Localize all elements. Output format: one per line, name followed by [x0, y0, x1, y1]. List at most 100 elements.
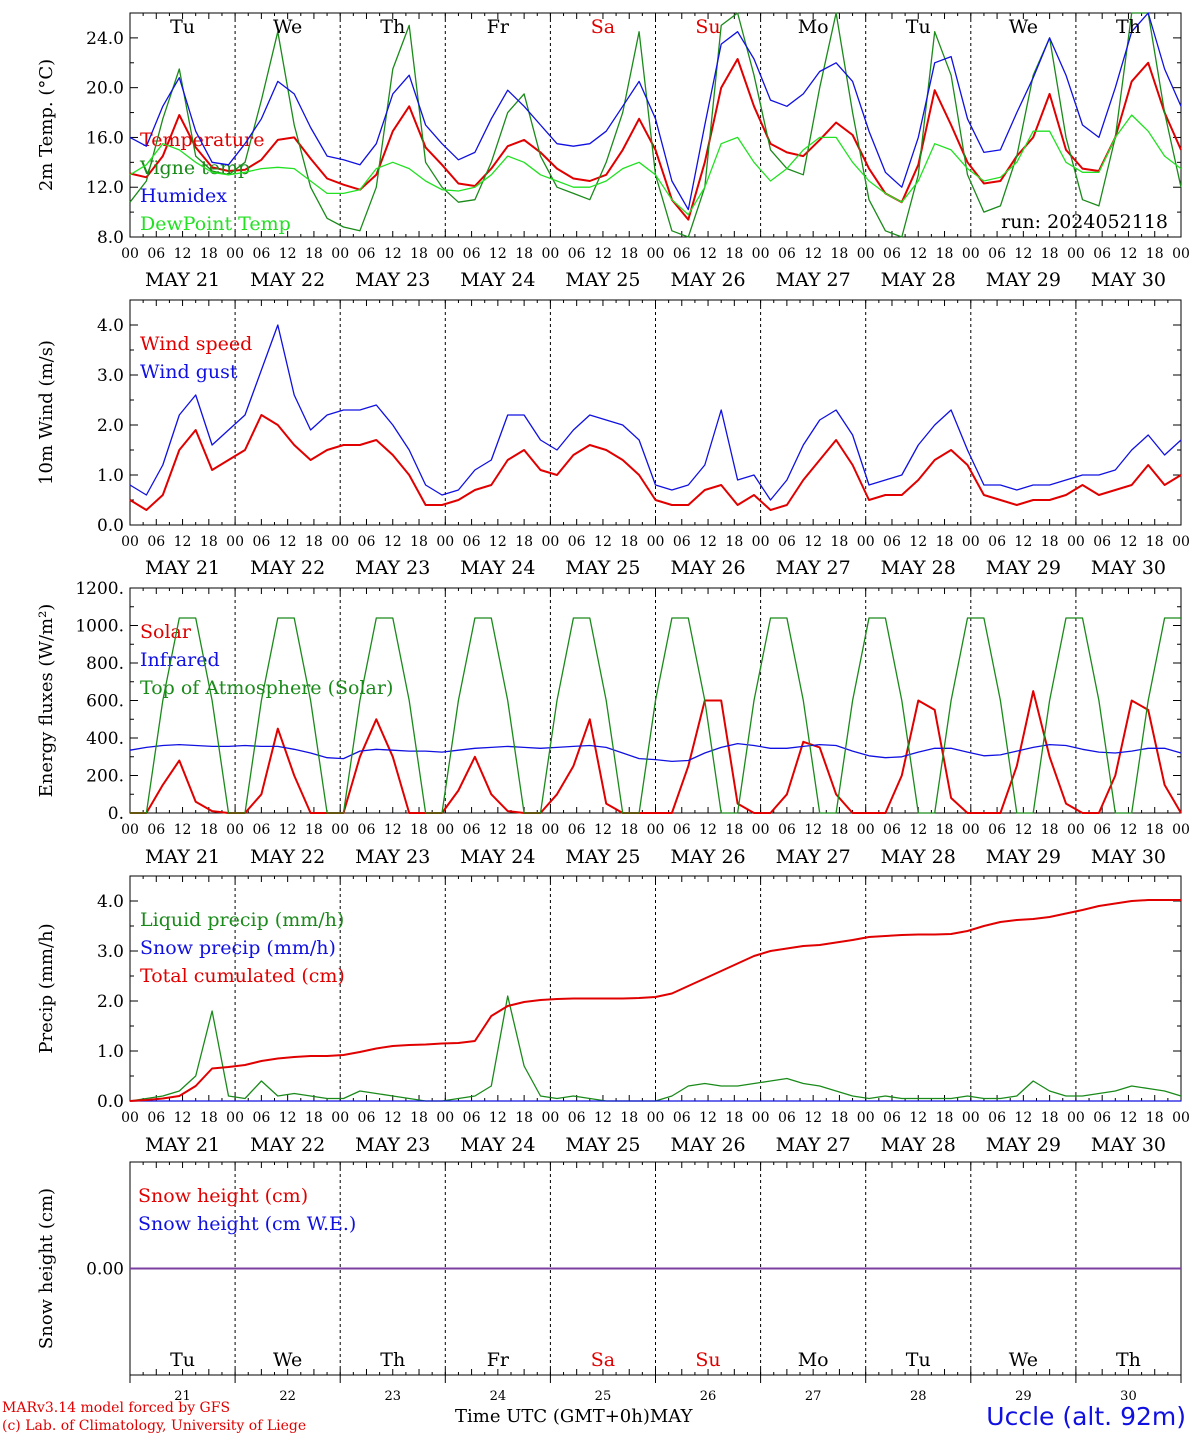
hour-label: 00 — [962, 822, 980, 838]
hour-label: 18 — [410, 534, 428, 550]
hour-label: 18 — [936, 534, 954, 550]
hour-label: 12 — [489, 822, 507, 838]
series-solar — [130, 690, 1182, 814]
hour-label: 00 — [436, 822, 454, 838]
y-axis-label: 2m Temp. (°C) — [36, 59, 57, 191]
hour-label: 12 — [699, 1110, 717, 1126]
hour-label: 00 — [226, 822, 244, 838]
weekday-label-top: Sa — [591, 16, 615, 38]
hour-label: 00 — [962, 1110, 980, 1126]
hour-label: 00 — [331, 246, 349, 262]
hour-label: 12 — [594, 822, 612, 838]
hour-label: 00 — [436, 1110, 454, 1126]
hour-label: 12 — [909, 534, 927, 550]
weekday-label-top: Tu — [906, 16, 931, 38]
hour-label: 18 — [1146, 246, 1164, 262]
date-label: MAY 24 — [460, 557, 535, 579]
weekday-label-bottom: Fr — [487, 1349, 510, 1371]
hour-label: 00 — [121, 1110, 139, 1126]
hour-label: 00 — [541, 1110, 559, 1126]
y-axis-label: Energy fluxes (W/m²) — [36, 604, 57, 798]
y-tick-label: 1000. — [75, 617, 124, 637]
hour-label: 18 — [305, 534, 323, 550]
hour-label: 00 — [1172, 246, 1190, 262]
legend-humidex: Humidex — [140, 185, 227, 207]
hour-label: 00 — [226, 534, 244, 550]
date-label: MAY 30 — [1091, 557, 1166, 579]
hour-label: 00 — [857, 1110, 875, 1126]
day-number-label: 22 — [279, 1389, 296, 1404]
series-top-of-atmosphere-solar- — [130, 617, 1181, 814]
hour-label: 12 — [384, 1110, 402, 1126]
date-label: MAY 25 — [565, 1134, 640, 1156]
hour-label: 06 — [778, 822, 796, 838]
hour-label: 12 — [279, 1110, 297, 1126]
hour-label: 06 — [778, 534, 796, 550]
hour-label: 18 — [200, 534, 218, 550]
y-tick-label: 2.0 — [97, 992, 124, 1012]
hour-label: 00 — [436, 246, 454, 262]
date-label: MAY 22 — [250, 557, 325, 579]
hour-label: 06 — [673, 534, 691, 550]
hour-label: 06 — [673, 1110, 691, 1126]
y-tick-label: 400. — [86, 729, 124, 749]
hour-label: 00 — [962, 246, 980, 262]
hour-label: 06 — [673, 822, 691, 838]
day-number-label: 23 — [384, 1389, 401, 1404]
hour-label: 18 — [620, 822, 638, 838]
weekday-label-top: Th — [380, 16, 405, 38]
run-label: run: 2024052118 — [1001, 211, 1168, 233]
date-label: MAY 29 — [986, 846, 1061, 868]
date-label: MAY 27 — [776, 846, 851, 868]
hour-label: 18 — [305, 246, 323, 262]
hour-label: 00 — [226, 246, 244, 262]
hour-label: 18 — [1146, 822, 1164, 838]
date-label: MAY 28 — [881, 269, 956, 291]
hour-label: 06 — [463, 534, 481, 550]
hour-label: 06 — [463, 1110, 481, 1126]
series-liquid-precip-mm-h- — [129, 995, 1182, 1102]
hour-label: 18 — [1146, 534, 1164, 550]
hour-label: 12 — [489, 246, 507, 262]
y-tick-label: 0. — [108, 804, 124, 824]
model-credit: MARv3.14 model forced by GFS (c) Lab. of… — [2, 1399, 306, 1435]
hour-label: 00 — [857, 822, 875, 838]
series-total-cumulated-cm- — [129, 899, 1181, 1102]
day-number-label: 30 — [1120, 1389, 1137, 1404]
hour-label: 00 — [541, 534, 559, 550]
model-line-2: (c) Lab. of Climatology, University of L… — [2, 1418, 307, 1434]
hour-label: 00 — [121, 822, 139, 838]
y-tick-label: 200. — [86, 767, 124, 787]
hour-label: 00 — [752, 822, 770, 838]
hour-label: 06 — [1093, 534, 1111, 550]
hour-label: 06 — [147, 822, 165, 838]
hour-label: 12 — [699, 246, 717, 262]
date-label: MAY 28 — [881, 557, 956, 579]
hour-label: 18 — [200, 822, 218, 838]
hour-label: 06 — [358, 1110, 376, 1126]
hour-label: 12 — [1014, 822, 1032, 838]
hour-label: 12 — [594, 1110, 612, 1126]
date-label: MAY 30 — [1091, 846, 1166, 868]
series-wind-gust — [129, 324, 1182, 501]
hour-label: 00 — [121, 534, 139, 550]
hour-label: 12 — [174, 1110, 192, 1126]
hour-label: 12 — [909, 822, 927, 838]
day-number-label: 24 — [490, 1389, 507, 1404]
day-number-label: 26 — [700, 1389, 717, 1404]
hour-label: 06 — [1093, 246, 1111, 262]
hour-label: 06 — [778, 1110, 796, 1126]
hour-label: 00 — [331, 822, 349, 838]
hour-label: 06 — [883, 1110, 901, 1126]
hour-label: 00 — [1172, 822, 1190, 838]
hour-label: 06 — [252, 822, 270, 838]
date-label: MAY 28 — [881, 846, 956, 868]
day-number-label: 28 — [910, 1389, 927, 1404]
hour-label: 06 — [147, 1110, 165, 1126]
weekday-label-bottom: Su — [695, 1349, 720, 1371]
hour-label: 18 — [936, 822, 954, 838]
hour-label: 18 — [410, 1110, 428, 1126]
date-label: MAY 21 — [145, 557, 220, 579]
y-tick-label: 0.0 — [97, 1092, 124, 1112]
date-label: MAY 30 — [1091, 1134, 1166, 1156]
